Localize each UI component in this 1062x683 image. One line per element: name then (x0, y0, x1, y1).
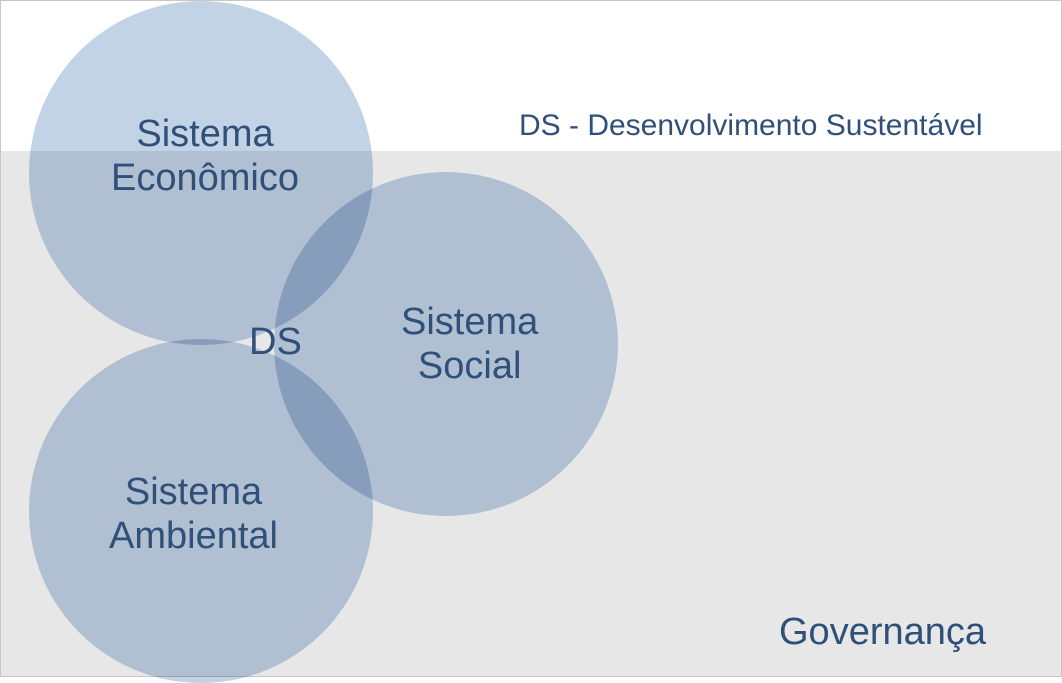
label-social: Sistema Social (401, 301, 538, 388)
label-center-ds: DS (249, 321, 302, 365)
label-governance: Governança (779, 611, 986, 654)
label-economic: Sistema Econômico (111, 113, 299, 200)
subtitle-text: DS - Desenvolvimento Sustentável (519, 109, 983, 143)
label-environmental: Sistema Ambiental (109, 471, 278, 558)
diagram-canvas: DS - Desenvolvimento Sustentável Sistema… (0, 0, 1062, 677)
